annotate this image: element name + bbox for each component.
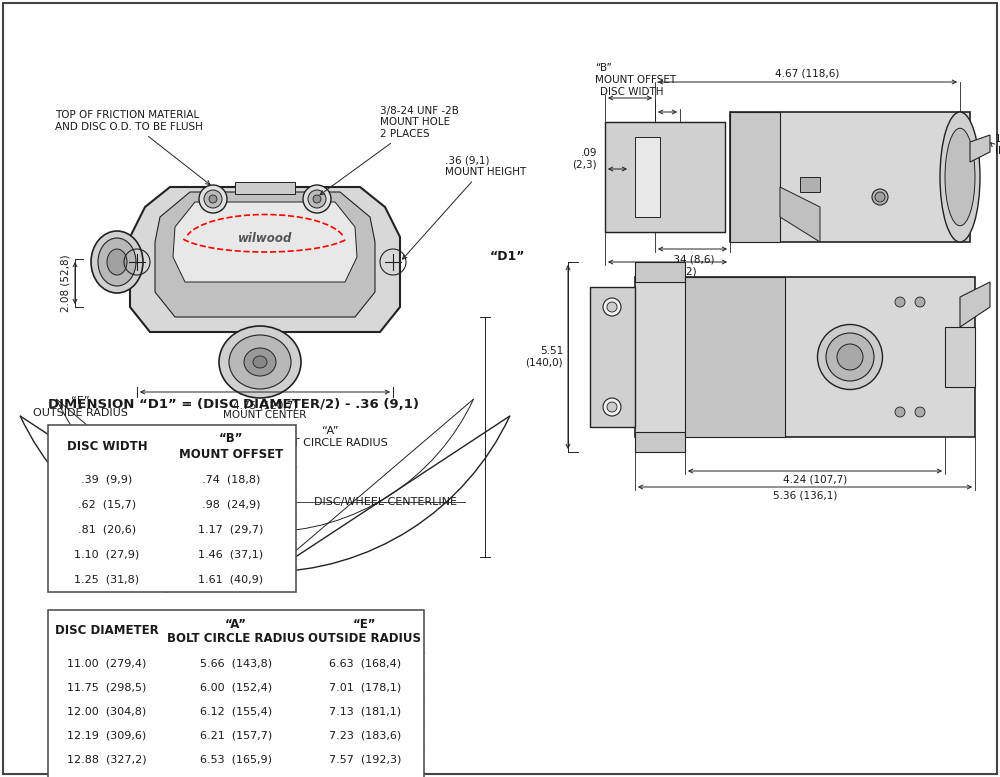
Circle shape: [895, 407, 905, 417]
Text: 6.12  (155,4): 6.12 (155,4): [200, 707, 272, 717]
Text: .36 (9,1)
MOUNT HEIGHT: .36 (9,1) MOUNT HEIGHT: [403, 155, 526, 259]
Text: 1.17  (29,7): 1.17 (29,7): [198, 524, 264, 535]
Text: 12.88  (327,2): 12.88 (327,2): [67, 755, 147, 765]
Text: “E”
OUTSIDE RADIUS: “E” OUTSIDE RADIUS: [33, 396, 127, 418]
Text: “D1”: “D1”: [490, 250, 525, 263]
Text: 1.10  (27,9): 1.10 (27,9): [74, 549, 140, 559]
Text: 6.63  (168,4): 6.63 (168,4): [329, 659, 401, 669]
Text: 12V
INPUT: 12V INPUT: [995, 134, 1000, 156]
Circle shape: [199, 185, 227, 213]
Bar: [635, 432, 685, 452]
Text: .39  (9,9): .39 (9,9): [81, 475, 133, 485]
Bar: [635, 262, 685, 282]
Text: 6.00  (152,4): 6.00 (152,4): [200, 683, 272, 693]
Circle shape: [303, 185, 331, 213]
Bar: [685, 277, 785, 437]
Text: OUTSIDE RADIUS: OUTSIDE RADIUS: [308, 632, 422, 646]
Bar: [605, 122, 725, 232]
Text: 1.25  (31,8): 1.25 (31,8): [74, 574, 140, 584]
Bar: [730, 112, 970, 242]
Text: MOUNT OFFSET: MOUNT OFFSET: [179, 448, 283, 461]
Ellipse shape: [945, 128, 975, 226]
Text: 11.75  (298,5): 11.75 (298,5): [67, 683, 147, 693]
Text: MOUNT CENTER: MOUNT CENTER: [223, 410, 307, 420]
Ellipse shape: [98, 238, 136, 286]
Bar: [590, 287, 635, 427]
Circle shape: [915, 407, 925, 417]
Text: “B”: “B”: [219, 433, 243, 445]
Bar: [48, 425, 296, 592]
Ellipse shape: [244, 348, 276, 376]
Text: “A”
BOLT CIRCLE RADIUS: “A” BOLT CIRCLE RADIUS: [272, 427, 388, 448]
Circle shape: [204, 190, 222, 208]
Polygon shape: [130, 187, 400, 332]
Bar: [635, 277, 975, 437]
Text: DIMENSION “D1” = (DISC DIAMETER/2) - .36 (9,1): DIMENSION “D1” = (DISC DIAMETER/2) - .36…: [48, 398, 419, 410]
Ellipse shape: [818, 325, 883, 389]
Circle shape: [895, 297, 905, 307]
Text: TOP OF FRICTION MATERIAL
AND DISC O.D. TO BE FLUSH: TOP OF FRICTION MATERIAL AND DISC O.D. T…: [55, 110, 210, 185]
Bar: [48, 610, 424, 777]
Circle shape: [915, 297, 925, 307]
Text: 2.08 (52,8): 2.08 (52,8): [60, 254, 70, 312]
Text: .34 (8,6): .34 (8,6): [670, 254, 715, 264]
Bar: [235, 182, 295, 194]
Text: DISC DIAMETER: DISC DIAMETER: [55, 625, 159, 637]
Text: 7.01  (178,1): 7.01 (178,1): [329, 683, 401, 693]
Text: DISC WIDTH: DISC WIDTH: [600, 87, 664, 97]
Text: 11.00  (279,4): 11.00 (279,4): [67, 659, 147, 669]
Text: .74  (18,8): .74 (18,8): [202, 475, 260, 485]
Text: 1.61  (40,9): 1.61 (40,9): [198, 574, 264, 584]
Ellipse shape: [826, 333, 874, 381]
Text: “A”: “A”: [225, 618, 247, 630]
Circle shape: [313, 195, 321, 203]
Text: .81  (20,6): .81 (20,6): [78, 524, 136, 535]
Polygon shape: [155, 192, 375, 317]
Ellipse shape: [91, 231, 143, 293]
Circle shape: [209, 195, 217, 203]
Text: 7.57  (192,3): 7.57 (192,3): [329, 755, 401, 765]
Ellipse shape: [219, 326, 301, 398]
Ellipse shape: [229, 335, 291, 389]
Text: 5.66  (143,8): 5.66 (143,8): [200, 659, 272, 669]
Text: 12.00  (304,8): 12.00 (304,8): [67, 707, 147, 717]
Bar: [635, 137, 660, 217]
Text: BOLT CIRCLE RADIUS: BOLT CIRCLE RADIUS: [167, 632, 305, 646]
Polygon shape: [970, 135, 990, 162]
Ellipse shape: [107, 249, 127, 275]
Text: 4.75 (120,7): 4.75 (120,7): [233, 400, 297, 410]
Text: wilwood: wilwood: [238, 232, 292, 246]
Bar: [730, 112, 780, 242]
Text: .98  (24,9): .98 (24,9): [202, 500, 260, 510]
Text: “E”: “E”: [353, 618, 377, 630]
Text: 1.03 (26,2): 1.03 (26,2): [639, 267, 696, 277]
Text: 6.53  (165,9): 6.53 (165,9): [200, 755, 272, 765]
Ellipse shape: [940, 112, 980, 242]
Text: “B”
MOUNT OFFSET: “B” MOUNT OFFSET: [595, 64, 676, 85]
Text: 4.24 (107,7): 4.24 (107,7): [783, 475, 847, 485]
Text: 4.67 (118,6): 4.67 (118,6): [775, 68, 840, 78]
Text: DISC WIDTH: DISC WIDTH: [67, 440, 147, 452]
Text: 6.21  (157,7): 6.21 (157,7): [200, 731, 272, 741]
Circle shape: [603, 298, 621, 316]
Ellipse shape: [253, 356, 267, 368]
Text: 7.13  (181,1): 7.13 (181,1): [329, 707, 401, 717]
Circle shape: [607, 402, 617, 412]
Text: 7.23  (183,6): 7.23 (183,6): [329, 731, 401, 741]
Text: 12.19  (309,6): 12.19 (309,6): [67, 731, 147, 741]
Circle shape: [607, 302, 617, 312]
Text: 5.51
(140,0): 5.51 (140,0): [525, 347, 563, 368]
Ellipse shape: [872, 189, 888, 205]
Polygon shape: [780, 187, 820, 242]
Bar: [800, 177, 820, 192]
Circle shape: [308, 190, 326, 208]
Text: .09
(2,3): .09 (2,3): [572, 148, 597, 170]
Bar: [945, 327, 975, 387]
Polygon shape: [960, 282, 990, 327]
Text: DISC/WHEEL CENTERLINE: DISC/WHEEL CENTERLINE: [314, 497, 456, 507]
Ellipse shape: [875, 192, 885, 202]
Text: 5.36 (136,1): 5.36 (136,1): [773, 491, 837, 501]
Text: 1.46  (37,1): 1.46 (37,1): [198, 549, 264, 559]
Circle shape: [603, 398, 621, 416]
Ellipse shape: [837, 344, 863, 370]
